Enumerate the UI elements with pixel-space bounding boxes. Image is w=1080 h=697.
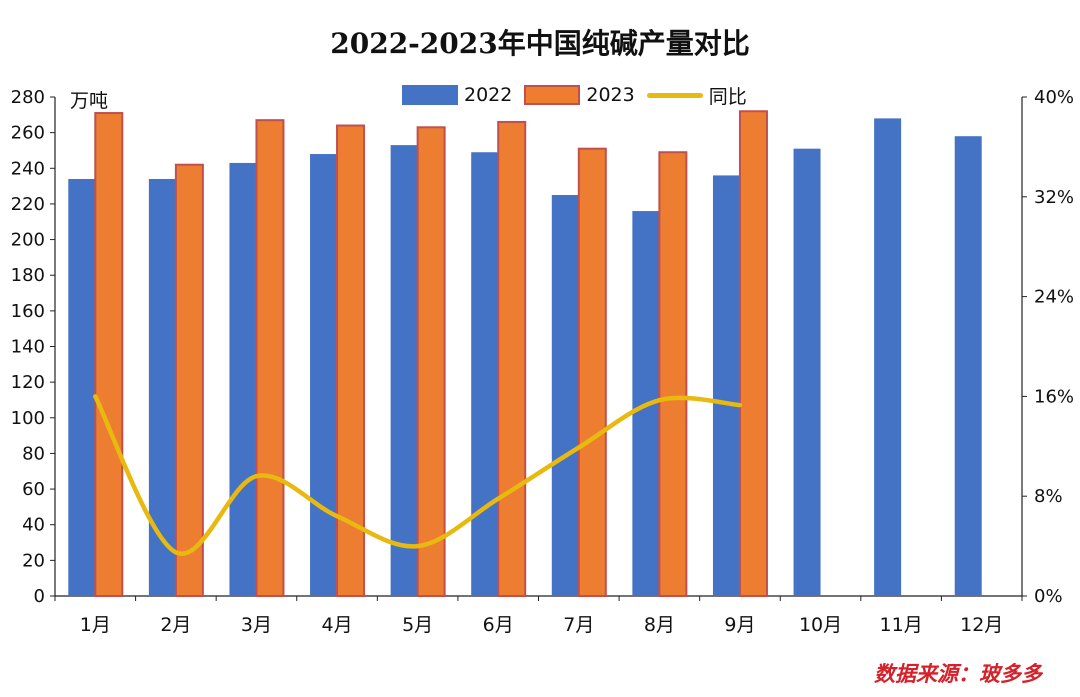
bar-2023-6月 [497,120,527,597]
y2-tick-label: 32% [1034,187,1074,208]
bar-2022-6月 [471,152,499,596]
legend: 2022 2023 同比 [402,82,759,108]
y-tick-label: 120 [11,372,45,393]
bar-2023-8月 [658,151,688,597]
x-tick-label: 7月 [563,614,594,636]
x-tick-label: 8月 [644,614,675,636]
y-tick-label: 160 [11,301,45,322]
y-tick-label: 140 [11,337,45,358]
x-tick-label: 9月 [724,614,755,636]
bar-2023-5月 [416,126,446,598]
legend-label-yoy: 同比 [708,85,747,108]
legend-swatch-2023 [524,85,581,105]
y-tick-label: 260 [11,123,45,144]
y2-tick-label: 0% [1034,586,1063,607]
bar-2023-2月 [174,163,204,597]
y-tick-label: 240 [11,158,45,179]
y-tick-label: 200 [11,230,45,251]
bar-2022-11月 [874,118,902,596]
x-tick-label: 10月 [799,614,842,636]
bar-2023-7月 [577,147,607,598]
x-tick-label: 11月 [880,614,923,636]
bar-2023-9月 [738,110,768,597]
bar-2022-9月 [712,175,740,596]
legend-item-2023: 2023 [524,84,635,106]
y2-tick-label: 8% [1034,486,1063,507]
y-tick-label: 220 [11,194,45,215]
y2-tick-label: 24% [1034,287,1074,308]
legend-label-2023: 2023 [586,84,635,106]
bar-2022-2月 [148,178,176,596]
chart-title: 2022-2023年中国纯碱产量对比 [330,27,750,60]
legend-label-2022: 2022 [464,84,513,106]
source-note: 数据来源：玻多多 [874,661,1042,686]
y-tick-label: 20 [22,550,45,571]
y-tick-label: 60 [22,479,45,500]
y-axis-unit-label: 万吨 [70,90,109,112]
bar-2022-10月 [793,148,821,597]
x-tick-label: 3月 [241,614,272,636]
y-tick-label: 80 [22,443,45,464]
legend-line-yoy [646,92,703,98]
x-tick-label: 4月 [321,614,352,636]
legend-item-yoy: 同比 [646,82,747,109]
y-tick-label: 280 [11,87,45,108]
bar-2022-4月 [310,154,338,596]
x-tick-label: 5月 [402,614,433,636]
y2-tick-label: 40% [1034,87,1074,108]
y-tick-label: 100 [11,408,45,429]
bar-2022-1月 [68,178,96,596]
x-tick-label: 2月 [160,614,191,636]
y-tick-label: 180 [11,265,45,286]
x-tick-label: 12月 [960,614,1003,636]
y-tick-label: 0 [34,586,45,607]
bar-2022-3月 [229,162,257,597]
x-tick-label: 1月 [80,614,111,636]
bar-2023-1月 [94,112,124,598]
bar-2023-3月 [255,119,285,598]
y2-tick-label: 16% [1034,386,1074,407]
legend-item-2022: 2022 [402,84,512,106]
x-tick-label: 6月 [483,614,514,636]
y-tick-label: 40 [22,515,45,536]
bar-2022-12月 [954,136,982,596]
bar-2022-7月 [551,195,579,596]
legend-swatch-2022 [402,85,458,105]
bar-2022-5月 [390,145,418,596]
line-同比 [93,394,743,556]
